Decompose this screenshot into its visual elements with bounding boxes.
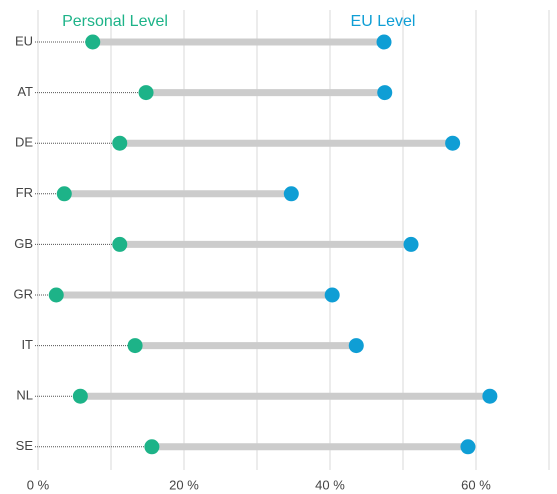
y-tick-label: GR xyxy=(14,286,34,301)
dot xyxy=(85,34,101,50)
y-tick-label: EU xyxy=(15,33,33,48)
dot xyxy=(460,439,476,455)
y-tick-label: SE xyxy=(16,438,34,453)
dot xyxy=(376,34,392,50)
y-tick-label: IT xyxy=(21,337,33,352)
legend-label: Personal Level xyxy=(62,13,168,30)
x-tick-label: 20 % xyxy=(169,477,199,492)
dot xyxy=(112,135,128,151)
y-tick-label: DE xyxy=(15,135,33,150)
legend-label: EU Level xyxy=(351,13,416,30)
dot xyxy=(72,388,88,404)
dot xyxy=(403,236,419,252)
dot xyxy=(283,186,299,202)
dot xyxy=(324,287,340,303)
dot xyxy=(144,439,160,455)
y-tick-label: NL xyxy=(16,388,33,403)
dot xyxy=(127,338,143,354)
dot xyxy=(377,85,393,101)
x-tick-label: 0 % xyxy=(27,477,50,492)
y-tick-label: FR xyxy=(16,185,33,200)
dot xyxy=(112,236,128,252)
dot xyxy=(348,338,364,354)
y-tick-label: GB xyxy=(14,236,33,251)
dot xyxy=(138,85,154,101)
dot xyxy=(56,186,72,202)
x-tick-label: 60 % xyxy=(461,477,491,492)
dot xyxy=(48,287,64,303)
x-tick-label: 40 % xyxy=(315,477,345,492)
dot xyxy=(445,135,461,151)
y-tick-label: AT xyxy=(17,84,33,99)
dot xyxy=(482,388,498,404)
